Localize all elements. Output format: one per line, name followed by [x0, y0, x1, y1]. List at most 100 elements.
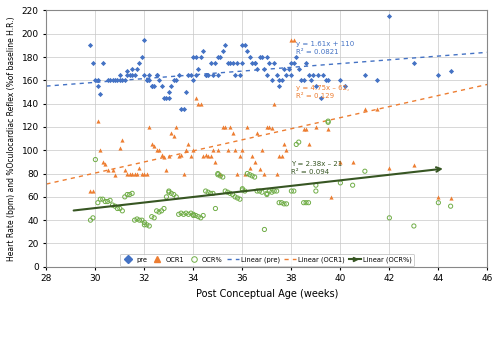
Point [180, 212, 188, 217]
Point [190, 54, 198, 60]
Point [231, 147, 239, 153]
Point [104, 199, 112, 204]
Point [165, 153, 173, 159]
Point [212, 60, 220, 66]
Point [162, 167, 170, 173]
Point [319, 72, 327, 77]
Point [312, 83, 320, 89]
Point [126, 192, 134, 197]
Point [292, 54, 300, 60]
Point [272, 171, 280, 176]
Point [246, 165, 254, 170]
Point [114, 206, 122, 211]
Point [214, 171, 222, 176]
Point [143, 171, 151, 176]
Point [152, 72, 160, 77]
Point [94, 83, 102, 89]
Point [214, 54, 222, 60]
Point [192, 95, 200, 101]
Point [128, 171, 136, 176]
Point [216, 173, 224, 179]
Point [202, 72, 209, 77]
Point [336, 78, 344, 83]
Point [434, 72, 442, 77]
Point [160, 155, 168, 160]
Point [152, 208, 160, 213]
Point [268, 126, 276, 131]
Point [190, 213, 198, 218]
Point [136, 60, 143, 66]
Point [272, 72, 280, 77]
Point [234, 195, 241, 201]
Point [386, 165, 394, 170]
Point [168, 190, 175, 196]
Point [244, 124, 252, 130]
Point [155, 78, 163, 83]
Point [192, 72, 200, 77]
Point [143, 222, 151, 227]
Point [108, 202, 116, 208]
Point [187, 72, 195, 77]
Point [224, 147, 232, 153]
Point [111, 172, 119, 177]
Point [133, 171, 141, 176]
Point [136, 165, 143, 170]
Point [275, 83, 283, 89]
Point [312, 124, 320, 130]
Point [275, 200, 283, 206]
Point [386, 215, 394, 221]
Point [219, 174, 227, 180]
Point [98, 60, 106, 66]
Point [196, 215, 204, 221]
Point [280, 201, 288, 207]
Point [258, 54, 266, 60]
Point [140, 72, 148, 77]
Point [140, 171, 148, 176]
Point [272, 188, 280, 194]
Point [118, 137, 126, 143]
Point [187, 210, 195, 216]
Point [108, 78, 116, 83]
Point [288, 60, 296, 66]
Point [266, 60, 274, 66]
Point [184, 72, 192, 77]
Point [275, 153, 283, 159]
Point [236, 196, 244, 202]
Point [138, 218, 146, 223]
Point [108, 167, 116, 173]
Point [302, 200, 310, 206]
Point [101, 161, 109, 167]
Point [209, 190, 217, 196]
Point [96, 196, 104, 202]
Point [104, 167, 112, 173]
Point [324, 118, 332, 124]
Point [300, 127, 308, 132]
Point [263, 190, 271, 196]
Point [209, 147, 217, 153]
Point [194, 101, 202, 106]
Point [155, 147, 163, 153]
Point [246, 172, 254, 177]
Point [140, 37, 148, 42]
Point [282, 72, 290, 77]
Point [94, 118, 102, 124]
Point [219, 49, 227, 54]
Point [148, 142, 156, 147]
Point [111, 78, 119, 83]
Point [96, 147, 104, 153]
Point [118, 208, 126, 213]
Point [196, 101, 204, 106]
Point [199, 49, 207, 54]
Point [434, 194, 442, 200]
Point [410, 60, 418, 66]
Point [312, 188, 320, 194]
Point [209, 72, 217, 77]
Point [121, 167, 129, 173]
Point [348, 183, 356, 188]
Point [172, 194, 180, 200]
Point [202, 188, 209, 194]
Point [158, 208, 166, 213]
Point [148, 83, 156, 89]
Point [194, 214, 202, 220]
Point [304, 200, 312, 206]
